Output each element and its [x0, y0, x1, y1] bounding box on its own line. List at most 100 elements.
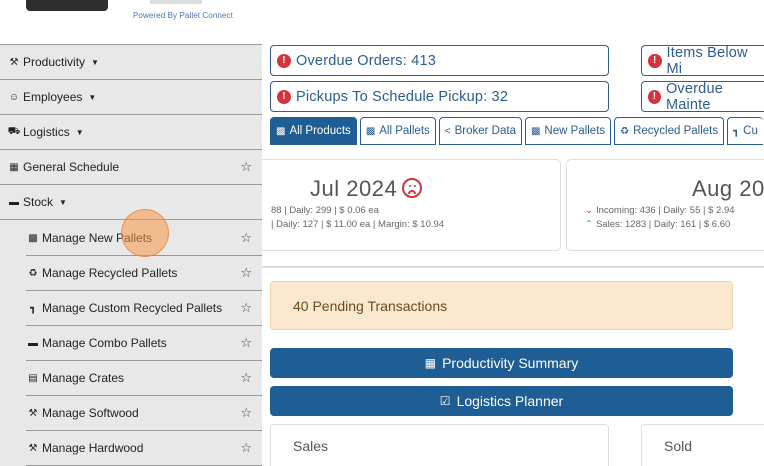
month-stat-line: ⌄ Incoming: 436 | Daily: 55 | $ 2.94: [585, 205, 735, 216]
powered-by-text: Powered By Pallet Connect: [133, 11, 233, 20]
tab-all-products[interactable]: ▩ All Products: [270, 117, 357, 145]
month-title: Jul 2024: [310, 176, 423, 202]
stat-text: Sales: 1283 | Daily: 161 | $ 6.60: [595, 219, 731, 230]
recycle-icon: ♻: [28, 267, 38, 279]
caret-down-icon: ▼: [75, 127, 84, 137]
partner-logo: [150, 0, 202, 4]
person-icon: ☺: [8, 91, 20, 103]
star-icon[interactable]: ☆: [240, 300, 252, 315]
sidebar-item-label: Manage Recycled Pallets: [42, 266, 178, 280]
company-logo: [26, 0, 108, 11]
sidebar-item-logistics[interactable]: ⛟ Logistics ▼: [0, 115, 262, 150]
pallets-icon: ▩: [365, 125, 376, 137]
sidebar-item-manage-hardwood[interactable]: ⚒ Manage Hardwood ☆: [26, 431, 262, 466]
panel-title: Sold: [664, 438, 693, 454]
sidebar-item-label: Manage Custom Recycled Pallets: [42, 301, 223, 315]
chevron-down-icon: ⌄: [585, 205, 593, 216]
productivity-summary-button[interactable]: ▦ Productivity Summary: [270, 348, 733, 378]
sidebar-item-label: General Schedule: [23, 160, 120, 174]
tab-label: All Pallets: [379, 125, 430, 137]
pending-transactions-banner[interactable]: 40 Pending Transactions: [270, 281, 733, 330]
overdue-orders-alert[interactable]: ! Overdue Orders: 413: [270, 45, 609, 76]
caret-down-icon: ▼: [59, 197, 67, 207]
sidebar-item-label: Manage Hardwood: [42, 441, 144, 455]
pallet-icon: ▬: [9, 196, 19, 208]
tab-new-pallets[interactable]: ▩ New Pallets: [524, 117, 612, 145]
calendar-icon: ▦: [9, 161, 19, 173]
star-icon[interactable]: ☆: [240, 159, 252, 174]
sidebar: ⚒ Productivity ▼ ☺ Employees ▼ ⛟ Logisti…: [0, 44, 262, 466]
month-stat-line: 88 | Daily: 299 | $ 0.06 ea: [271, 205, 379, 216]
hammer-icon: ⚒: [28, 442, 38, 454]
sidebar-item-manage-combo-pallets[interactable]: ▬ Manage Combo Pallets ☆: [26, 326, 262, 361]
month-card-aug: Aug 20 ⌄ Incoming: 436 | Daily: 55 | $ 2.…: [566, 159, 764, 251]
month-stat-line: | Daily: 127 | $ 11.00 ea | Margin: $ 10…: [271, 219, 445, 230]
sidebar-item-general-schedule[interactable]: ▦ General Schedule ☆: [0, 150, 262, 185]
star-icon[interactable]: ☆: [240, 440, 252, 455]
clipboard-check-icon: ☑: [439, 394, 451, 408]
star-icon[interactable]: ☆: [240, 370, 252, 385]
items-below-min-alert[interactable]: ! Items Below Mi: [641, 44, 764, 77]
combo-icon: ▬: [28, 337, 38, 349]
tab-label: All Products: [289, 125, 351, 137]
star-icon[interactable]: ☆: [240, 405, 252, 420]
exclamation-icon: !: [277, 89, 291, 104]
overdue-maintenance-alert[interactable]: ! Overdue Mainte: [641, 80, 764, 113]
recycle-icon: ♻: [620, 125, 630, 137]
pending-text: 40 Pending Transactions: [293, 297, 448, 314]
chevron-up-icon: ⌃: [585, 219, 593, 230]
pickups-alert[interactable]: ! Pickups To Schedule Pickup: 32: [270, 81, 609, 112]
tab-recycled-pallets[interactable]: ♻ Recycled Pallets: [614, 117, 725, 145]
custom-icon: ┓: [29, 302, 37, 314]
tab-label: Broker Data: [454, 125, 516, 137]
alert-text: Pickups To Schedule Pickup: 32: [296, 88, 509, 105]
exclamation-icon: !: [277, 53, 291, 68]
tab-label: New Pallets: [544, 125, 606, 137]
alert-text: Items Below Mi: [666, 44, 748, 77]
sidebar-item-manage-recycled-pallets[interactable]: ♻ Manage Recycled Pallets ☆: [26, 256, 262, 291]
hammer-icon: ⚒: [28, 407, 38, 419]
button-label: Logistics Planner: [456, 393, 564, 409]
sidebar-item-label: Manage Softwood: [42, 406, 139, 420]
pallets-icon: ▩: [28, 232, 38, 244]
sales-panel: Sales: [270, 424, 609, 466]
tab-all-pallets[interactable]: ▩ All Pallets: [359, 117, 436, 145]
sidebar-item-manage-custom-recycled-pallets[interactable]: ┓ Manage Custom Recycled Pallets ☆: [26, 291, 262, 326]
month-title-text: Jul 2024: [310, 176, 398, 201]
sidebar-item-label: Logistics: [23, 125, 70, 139]
sidebar-item-manage-crates[interactable]: ▤ Manage Crates ☆: [26, 361, 262, 396]
tab-label: Recycled Pallets: [633, 125, 719, 137]
star-icon[interactable]: ☆: [240, 265, 252, 280]
month-title-text: Aug 20: [692, 176, 764, 201]
sidebar-item-manage-softwood[interactable]: ⚒ Manage Softwood ☆: [26, 396, 262, 431]
pallets-icon: ▩: [530, 125, 541, 137]
caret-down-icon: ▼: [91, 57, 99, 67]
sidebar-item-label: Productivity: [23, 55, 86, 69]
sidebar-item-label: Manage Crates: [42, 371, 125, 385]
star-icon[interactable]: ☆: [240, 230, 252, 245]
star-icon[interactable]: ☆: [240, 335, 252, 350]
caret-down-icon: ▼: [88, 92, 97, 102]
sidebar-item-employees[interactable]: ☺ Employees ▼: [0, 80, 262, 115]
tab-custom[interactable]: ┓ Cu: [727, 117, 763, 145]
logistics-planner-button[interactable]: ☑ Logistics Planner: [270, 386, 733, 416]
button-label: Productivity Summary: [442, 355, 579, 371]
click-indicator: [121, 209, 169, 257]
tab-broker-data[interactable]: < Broker Data: [438, 117, 522, 145]
product-tabs: ▩ All Products ▩ All Pallets < Broker Da…: [270, 117, 763, 145]
alert-text: Overdue Mainte: [665, 80, 723, 113]
table-icon: ▦: [424, 356, 437, 370]
sidebar-item-productivity[interactable]: ⚒ Productivity ▼: [0, 45, 262, 80]
pallets-icon: ▩: [276, 125, 286, 137]
panel-title: Sales: [293, 438, 329, 454]
month-stat-line: ⌃ Sales: 1283 | Daily: 161 | $ 6.60: [585, 219, 730, 230]
hammer-icon: ⚒: [9, 56, 19, 68]
alert-text: Overdue Orders: 413: [296, 52, 437, 69]
stat-text: Incoming: 436 | Daily: 55 | $ 2.94: [595, 205, 735, 216]
sold-panel: Sold: [641, 424, 764, 466]
sidebar-item-label: Stock: [23, 195, 54, 209]
sad-face-icon: [402, 178, 423, 198]
sidebar-item-label: Manage Combo Pallets: [42, 336, 167, 350]
crate-icon: ▤: [28, 372, 38, 384]
exclamation-icon: !: [648, 89, 661, 104]
